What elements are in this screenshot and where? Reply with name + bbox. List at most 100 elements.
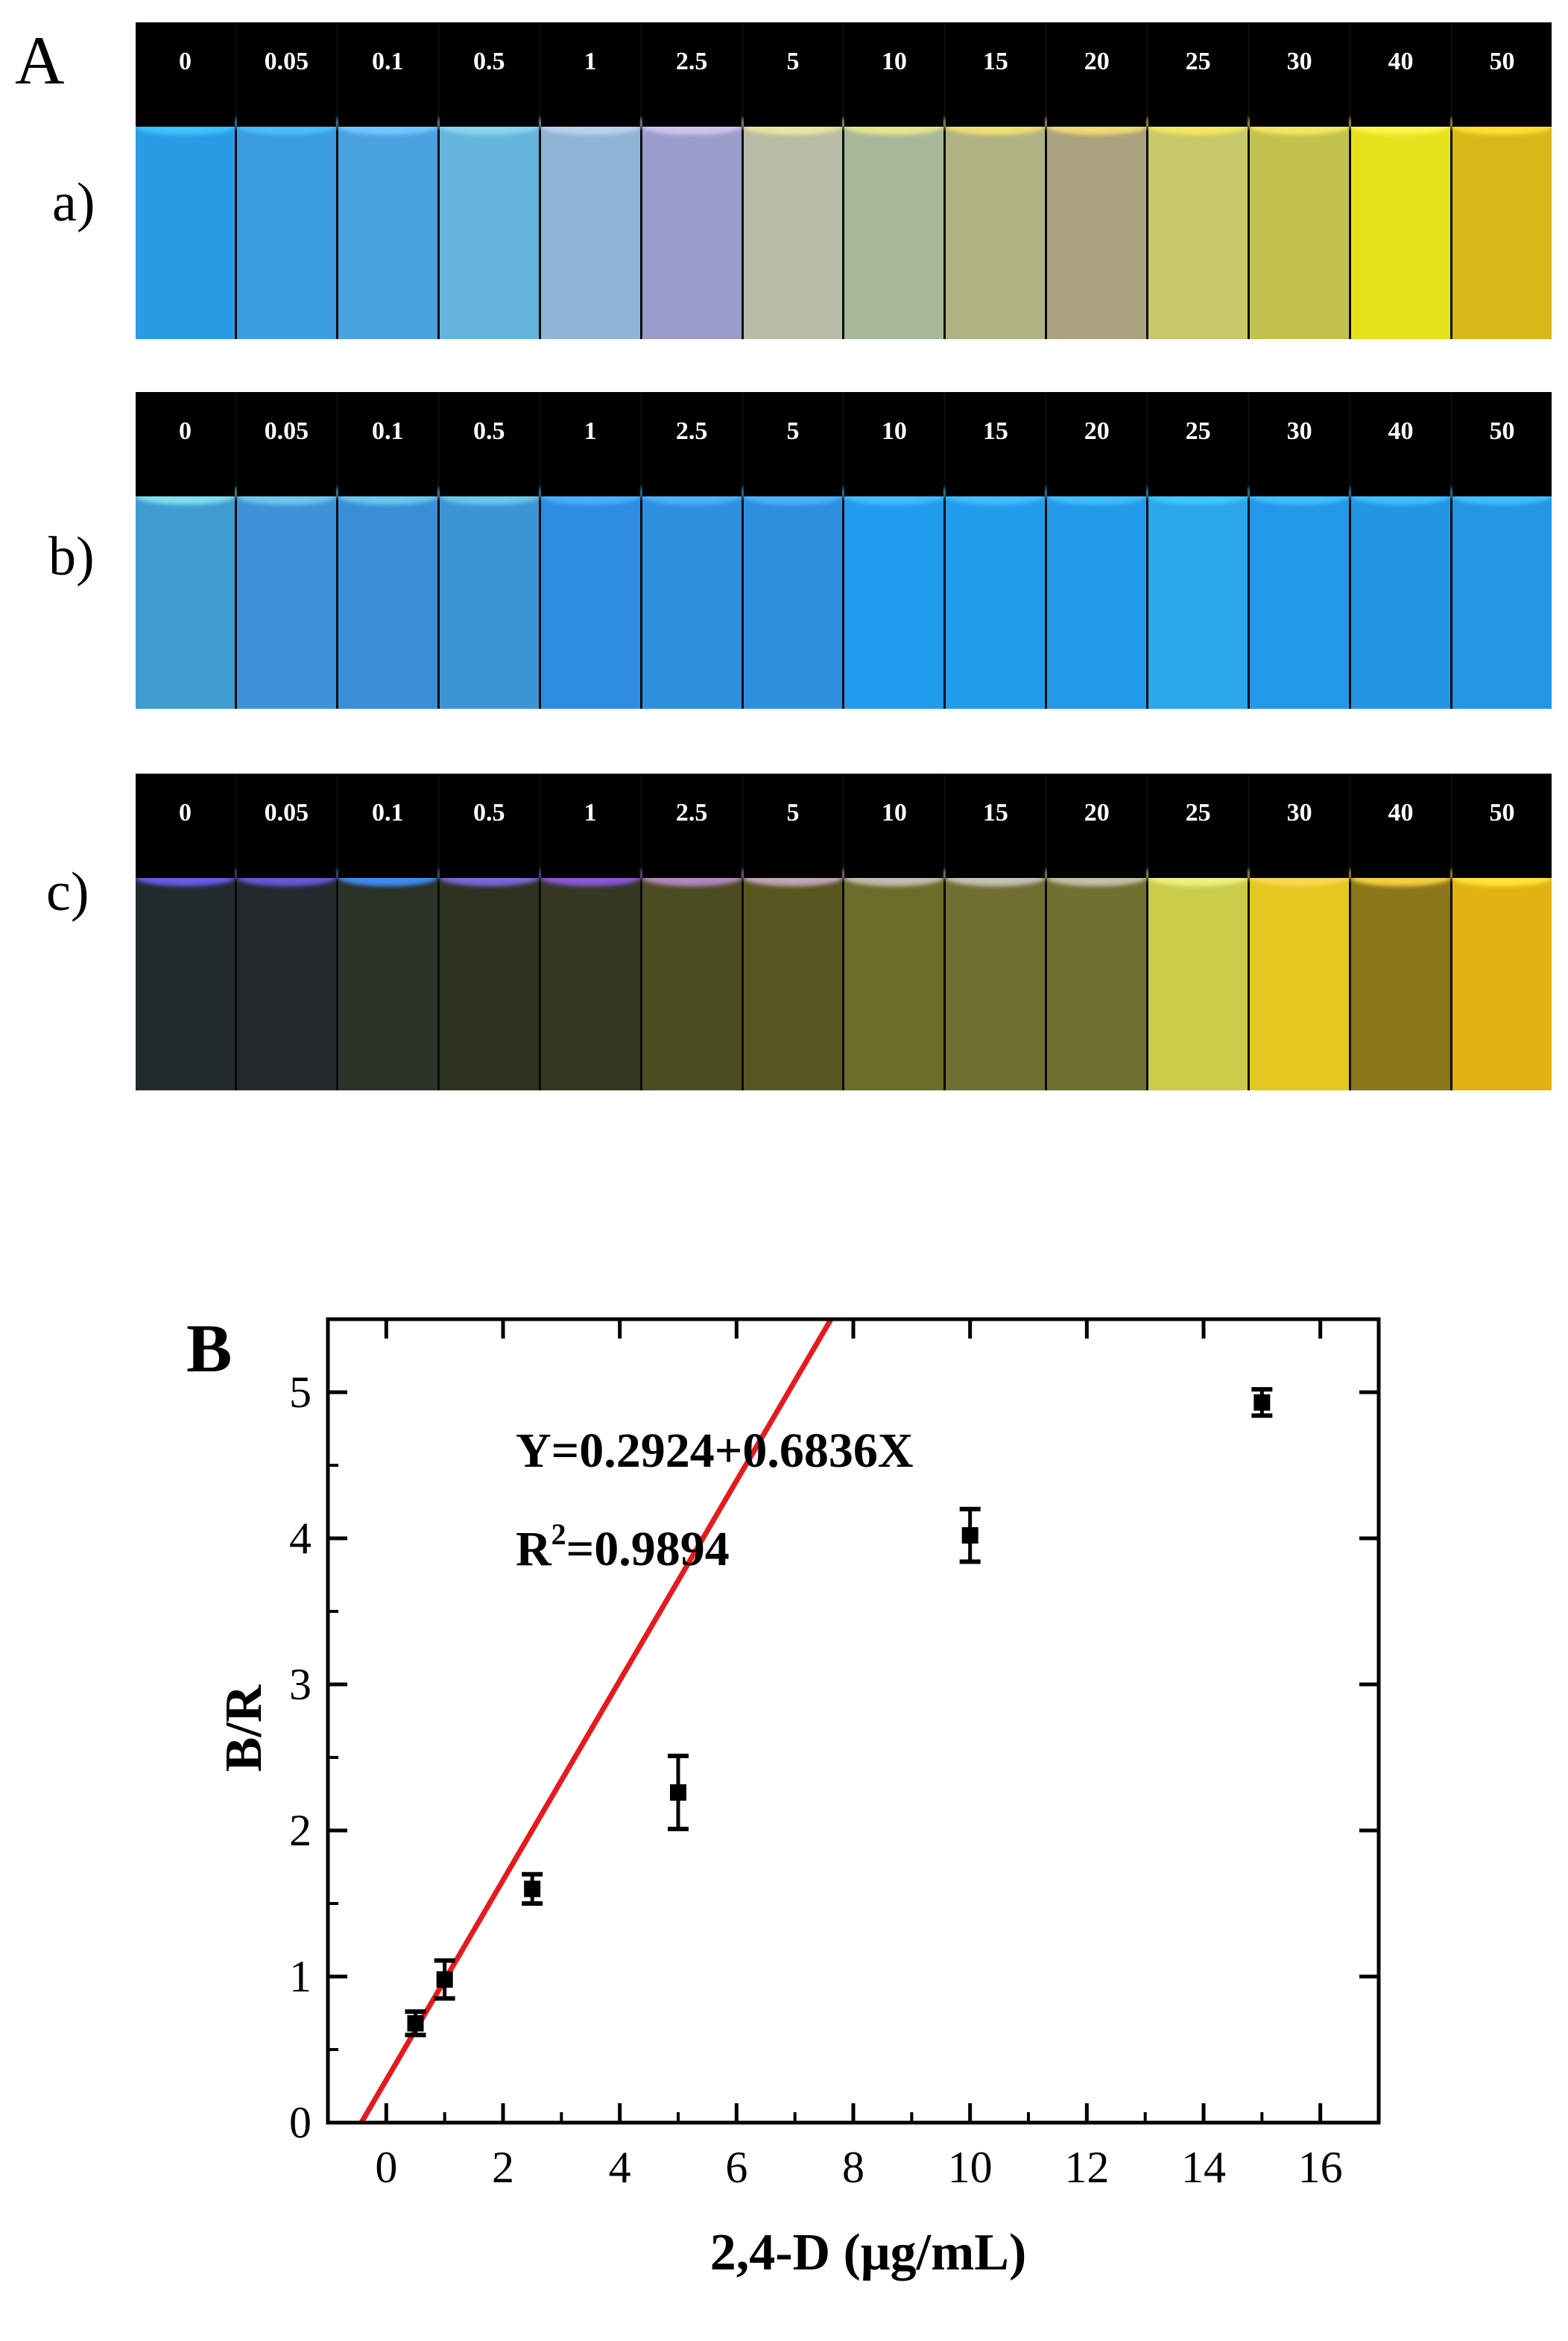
vial-dark-top — [540, 774, 640, 879]
vial-a-3: 0.5 — [439, 22, 541, 339]
vial-dark-top — [1250, 392, 1350, 497]
vial-dark-top — [1148, 22, 1248, 127]
vial-dark-top — [439, 22, 539, 127]
vial-dark-top — [136, 22, 235, 127]
y-axis-label: B/R — [215, 1684, 273, 1772]
vial-liquid — [236, 496, 336, 709]
vial-a-8: 15 — [946, 22, 1048, 339]
vial-liquid — [1047, 496, 1147, 709]
vial-concentration-label: 30 — [1286, 48, 1312, 75]
vial-liquid — [946, 878, 1046, 1090]
vial-dark-top — [844, 22, 944, 127]
vial-concentration-label: 1 — [584, 799, 597, 827]
x-tick-label-7: 14 — [1181, 2143, 1226, 2192]
vial-dark-top — [236, 774, 336, 879]
x-tick-label-0: 0 — [375, 2143, 397, 2192]
vial-liquid — [236, 878, 336, 1090]
vial-liquid — [439, 127, 539, 339]
vial-liquid — [642, 878, 742, 1090]
r-squared-prefix: R — [516, 1522, 552, 1576]
vial-a-6: 5 — [743, 22, 845, 339]
vial-c-0: 0 — [136, 774, 237, 1090]
vial-dark-top — [946, 22, 1046, 127]
vial-c-5: 2.5 — [642, 774, 744, 1090]
vial-dark-top — [946, 392, 1046, 497]
vial-concentration-label: 5 — [786, 799, 800, 827]
vial-liquid — [1047, 878, 1147, 1090]
data-point-0 — [407, 2015, 424, 2032]
vial-concentration-label: 15 — [982, 417, 1008, 445]
vial-dark-top — [439, 392, 539, 497]
vial-dark-top — [642, 392, 742, 497]
row-b-label: b) — [48, 526, 95, 587]
vial-concentration-label: 40 — [1388, 48, 1414, 75]
vial-dark-top — [1148, 392, 1248, 497]
vial-dark-top — [338, 22, 437, 127]
vial-liquid — [1452, 496, 1552, 709]
vial-concentration-label: 0.1 — [372, 799, 404, 827]
vial-dark-top — [1148, 774, 1248, 879]
data-point-1 — [436, 1971, 453, 1988]
vial-concentration-label: 10 — [881, 417, 907, 445]
vial-dark-top — [1452, 392, 1552, 497]
vial-liquid — [946, 127, 1046, 339]
vial-concentration-label: 0.05 — [264, 417, 309, 445]
vial-a-0: 0 — [136, 22, 237, 339]
r-squared-value: =0.9894 — [566, 1522, 730, 1576]
vial-concentration-label: 20 — [1084, 48, 1110, 75]
vial-c-11: 30 — [1250, 774, 1352, 1090]
x-tick-label-2: 4 — [609, 2143, 631, 2192]
vial-dark-top — [236, 392, 336, 497]
vial-concentration-label: 5 — [786, 417, 800, 445]
vial-concentration-label: 5 — [786, 48, 800, 75]
vial-concentration-label: 30 — [1286, 799, 1312, 827]
y-tick-label-3: 3 — [289, 1660, 312, 1709]
vial-liquid — [136, 878, 235, 1090]
vial-liquid — [642, 496, 742, 709]
vial-liquid — [338, 496, 437, 709]
vial-liquid — [743, 878, 843, 1090]
vial-concentration-label: 0 — [178, 48, 192, 75]
vial-concentration-label: 25 — [1185, 799, 1211, 827]
vial-concentration-label: 2.5 — [675, 799, 708, 827]
vial-liquid — [136, 496, 235, 709]
vial-concentration-label: 50 — [1489, 48, 1515, 75]
vial-concentration-label: 40 — [1388, 799, 1414, 827]
y-tick-label-2: 2 — [289, 1806, 312, 1855]
vial-concentration-label: 40 — [1388, 417, 1414, 445]
vial-dark-top — [642, 22, 742, 127]
vial-a-7: 10 — [844, 22, 946, 339]
vial-a-13: 50 — [1452, 22, 1552, 339]
vial-dark-top — [1351, 774, 1450, 879]
vial-a-2: 0.1 — [338, 22, 440, 339]
vial-c-4: 1 — [540, 774, 642, 1090]
fit-line — [358, 1319, 835, 2123]
vial-dark-top — [136, 774, 235, 879]
vial-liquid — [1452, 878, 1552, 1090]
vial-liquid — [844, 878, 944, 1090]
vial-c-1: 0.05 — [236, 774, 338, 1090]
vial-dark-top — [338, 392, 437, 497]
vial-dark-top — [946, 774, 1046, 879]
vial-liquid — [946, 496, 1046, 709]
vial-concentration-label: 20 — [1084, 799, 1110, 827]
vial-liquid — [540, 496, 640, 709]
vial-b-11: 30 — [1250, 392, 1352, 709]
vial-liquid — [1351, 496, 1450, 709]
vial-concentration-label: 2.5 — [675, 48, 708, 75]
data-point-3 — [670, 1784, 686, 1801]
vial-a-10: 25 — [1148, 22, 1251, 339]
fit-equation: Y=0.2924+0.6836X — [516, 1424, 914, 1478]
x-tick-label-4: 8 — [842, 2143, 864, 2192]
vial-c-9: 20 — [1047, 774, 1149, 1090]
vial-strip-a: 0 0.05 0.1 0.5 1 2.5 5 10 15 20 25 30 40 50 — [136, 22, 1552, 339]
y-tick-label-0: 0 — [289, 2098, 312, 2147]
vial-b-10: 25 — [1148, 392, 1251, 709]
vial-concentration-label: 0.05 — [264, 799, 309, 827]
vial-liquid — [540, 127, 640, 339]
vial-dark-top — [439, 774, 539, 879]
vial-dark-top — [1047, 392, 1147, 497]
x-tick-label-8: 16 — [1298, 2143, 1343, 2192]
vial-liquid — [1351, 878, 1450, 1090]
vial-dark-top — [1047, 22, 1147, 127]
